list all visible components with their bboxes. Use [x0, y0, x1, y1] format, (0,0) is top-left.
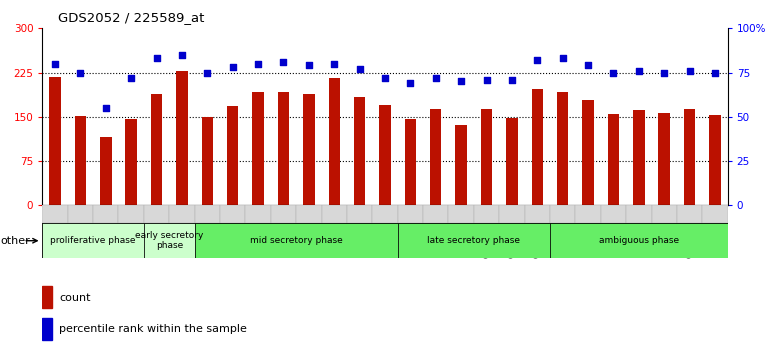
Text: count: count: [59, 292, 91, 303]
Point: [582, 63, 594, 68]
Point: [303, 63, 315, 68]
Bar: [176, 71, 188, 205]
Bar: [93, 205, 119, 223]
Bar: [303, 95, 315, 205]
Bar: [42, 223, 144, 258]
Bar: [144, 223, 195, 258]
Bar: [253, 92, 264, 205]
Bar: [499, 205, 524, 223]
Bar: [448, 205, 474, 223]
Bar: [354, 97, 365, 205]
Bar: [651, 205, 677, 223]
Text: ambiguous phase: ambiguous phase: [599, 236, 679, 245]
Bar: [550, 223, 728, 258]
Bar: [709, 115, 721, 205]
Bar: [575, 205, 601, 223]
Point: [176, 52, 188, 58]
Bar: [658, 113, 670, 205]
Point: [201, 70, 213, 75]
Bar: [144, 205, 169, 223]
Point: [633, 68, 645, 74]
Bar: [202, 117, 213, 205]
Bar: [430, 109, 441, 205]
Point: [150, 56, 162, 61]
Bar: [601, 205, 626, 223]
Point: [74, 70, 86, 75]
Point: [99, 105, 112, 111]
Point: [608, 70, 620, 75]
Text: late secretory phase: late secretory phase: [427, 236, 521, 245]
Text: percentile rank within the sample: percentile rank within the sample: [59, 324, 247, 335]
Point: [557, 56, 569, 61]
Point: [455, 79, 467, 84]
Bar: [557, 92, 568, 205]
Bar: [126, 119, 137, 205]
Bar: [550, 205, 575, 223]
Text: other: other: [0, 236, 30, 246]
Point: [328, 61, 340, 67]
Bar: [684, 109, 695, 205]
Bar: [480, 109, 492, 205]
Bar: [42, 286, 52, 308]
Bar: [322, 205, 347, 223]
Point: [430, 75, 442, 81]
Bar: [169, 205, 195, 223]
Point: [49, 61, 61, 67]
Bar: [119, 205, 144, 223]
Bar: [677, 205, 702, 223]
Point: [709, 70, 721, 75]
Bar: [329, 79, 340, 205]
Point: [480, 77, 493, 82]
Bar: [626, 205, 651, 223]
Point: [226, 64, 239, 70]
Point: [506, 77, 518, 82]
Point: [277, 59, 290, 65]
Bar: [75, 116, 86, 205]
Bar: [455, 125, 467, 205]
Bar: [405, 119, 416, 205]
Bar: [42, 205, 68, 223]
Text: GDS2052 / 225589_at: GDS2052 / 225589_at: [58, 11, 204, 24]
Bar: [42, 318, 52, 340]
Bar: [506, 118, 517, 205]
Bar: [397, 205, 423, 223]
Bar: [151, 95, 162, 205]
Bar: [608, 114, 619, 205]
Bar: [195, 223, 397, 258]
Bar: [227, 106, 239, 205]
Bar: [702, 205, 728, 223]
Bar: [68, 205, 93, 223]
Bar: [271, 205, 296, 223]
Bar: [373, 205, 397, 223]
Bar: [582, 100, 594, 205]
Text: early secretory
phase: early secretory phase: [135, 231, 203, 250]
Text: proliferative phase: proliferative phase: [50, 236, 136, 245]
Bar: [296, 205, 322, 223]
Point: [252, 61, 264, 67]
Bar: [49, 77, 61, 205]
Point: [125, 75, 137, 81]
Bar: [633, 110, 644, 205]
Point: [684, 68, 696, 74]
Bar: [524, 205, 550, 223]
Point: [353, 66, 366, 72]
Bar: [278, 92, 290, 205]
Bar: [347, 205, 373, 223]
Bar: [397, 223, 550, 258]
Point: [531, 57, 544, 63]
Bar: [195, 205, 220, 223]
Point: [379, 75, 391, 81]
Bar: [220, 205, 246, 223]
Bar: [474, 205, 499, 223]
Bar: [423, 205, 448, 223]
Bar: [531, 89, 543, 205]
Bar: [100, 137, 112, 205]
Text: mid secretory phase: mid secretory phase: [249, 236, 343, 245]
Bar: [246, 205, 271, 223]
Point: [658, 70, 671, 75]
Bar: [380, 105, 390, 205]
Point: [404, 80, 417, 86]
